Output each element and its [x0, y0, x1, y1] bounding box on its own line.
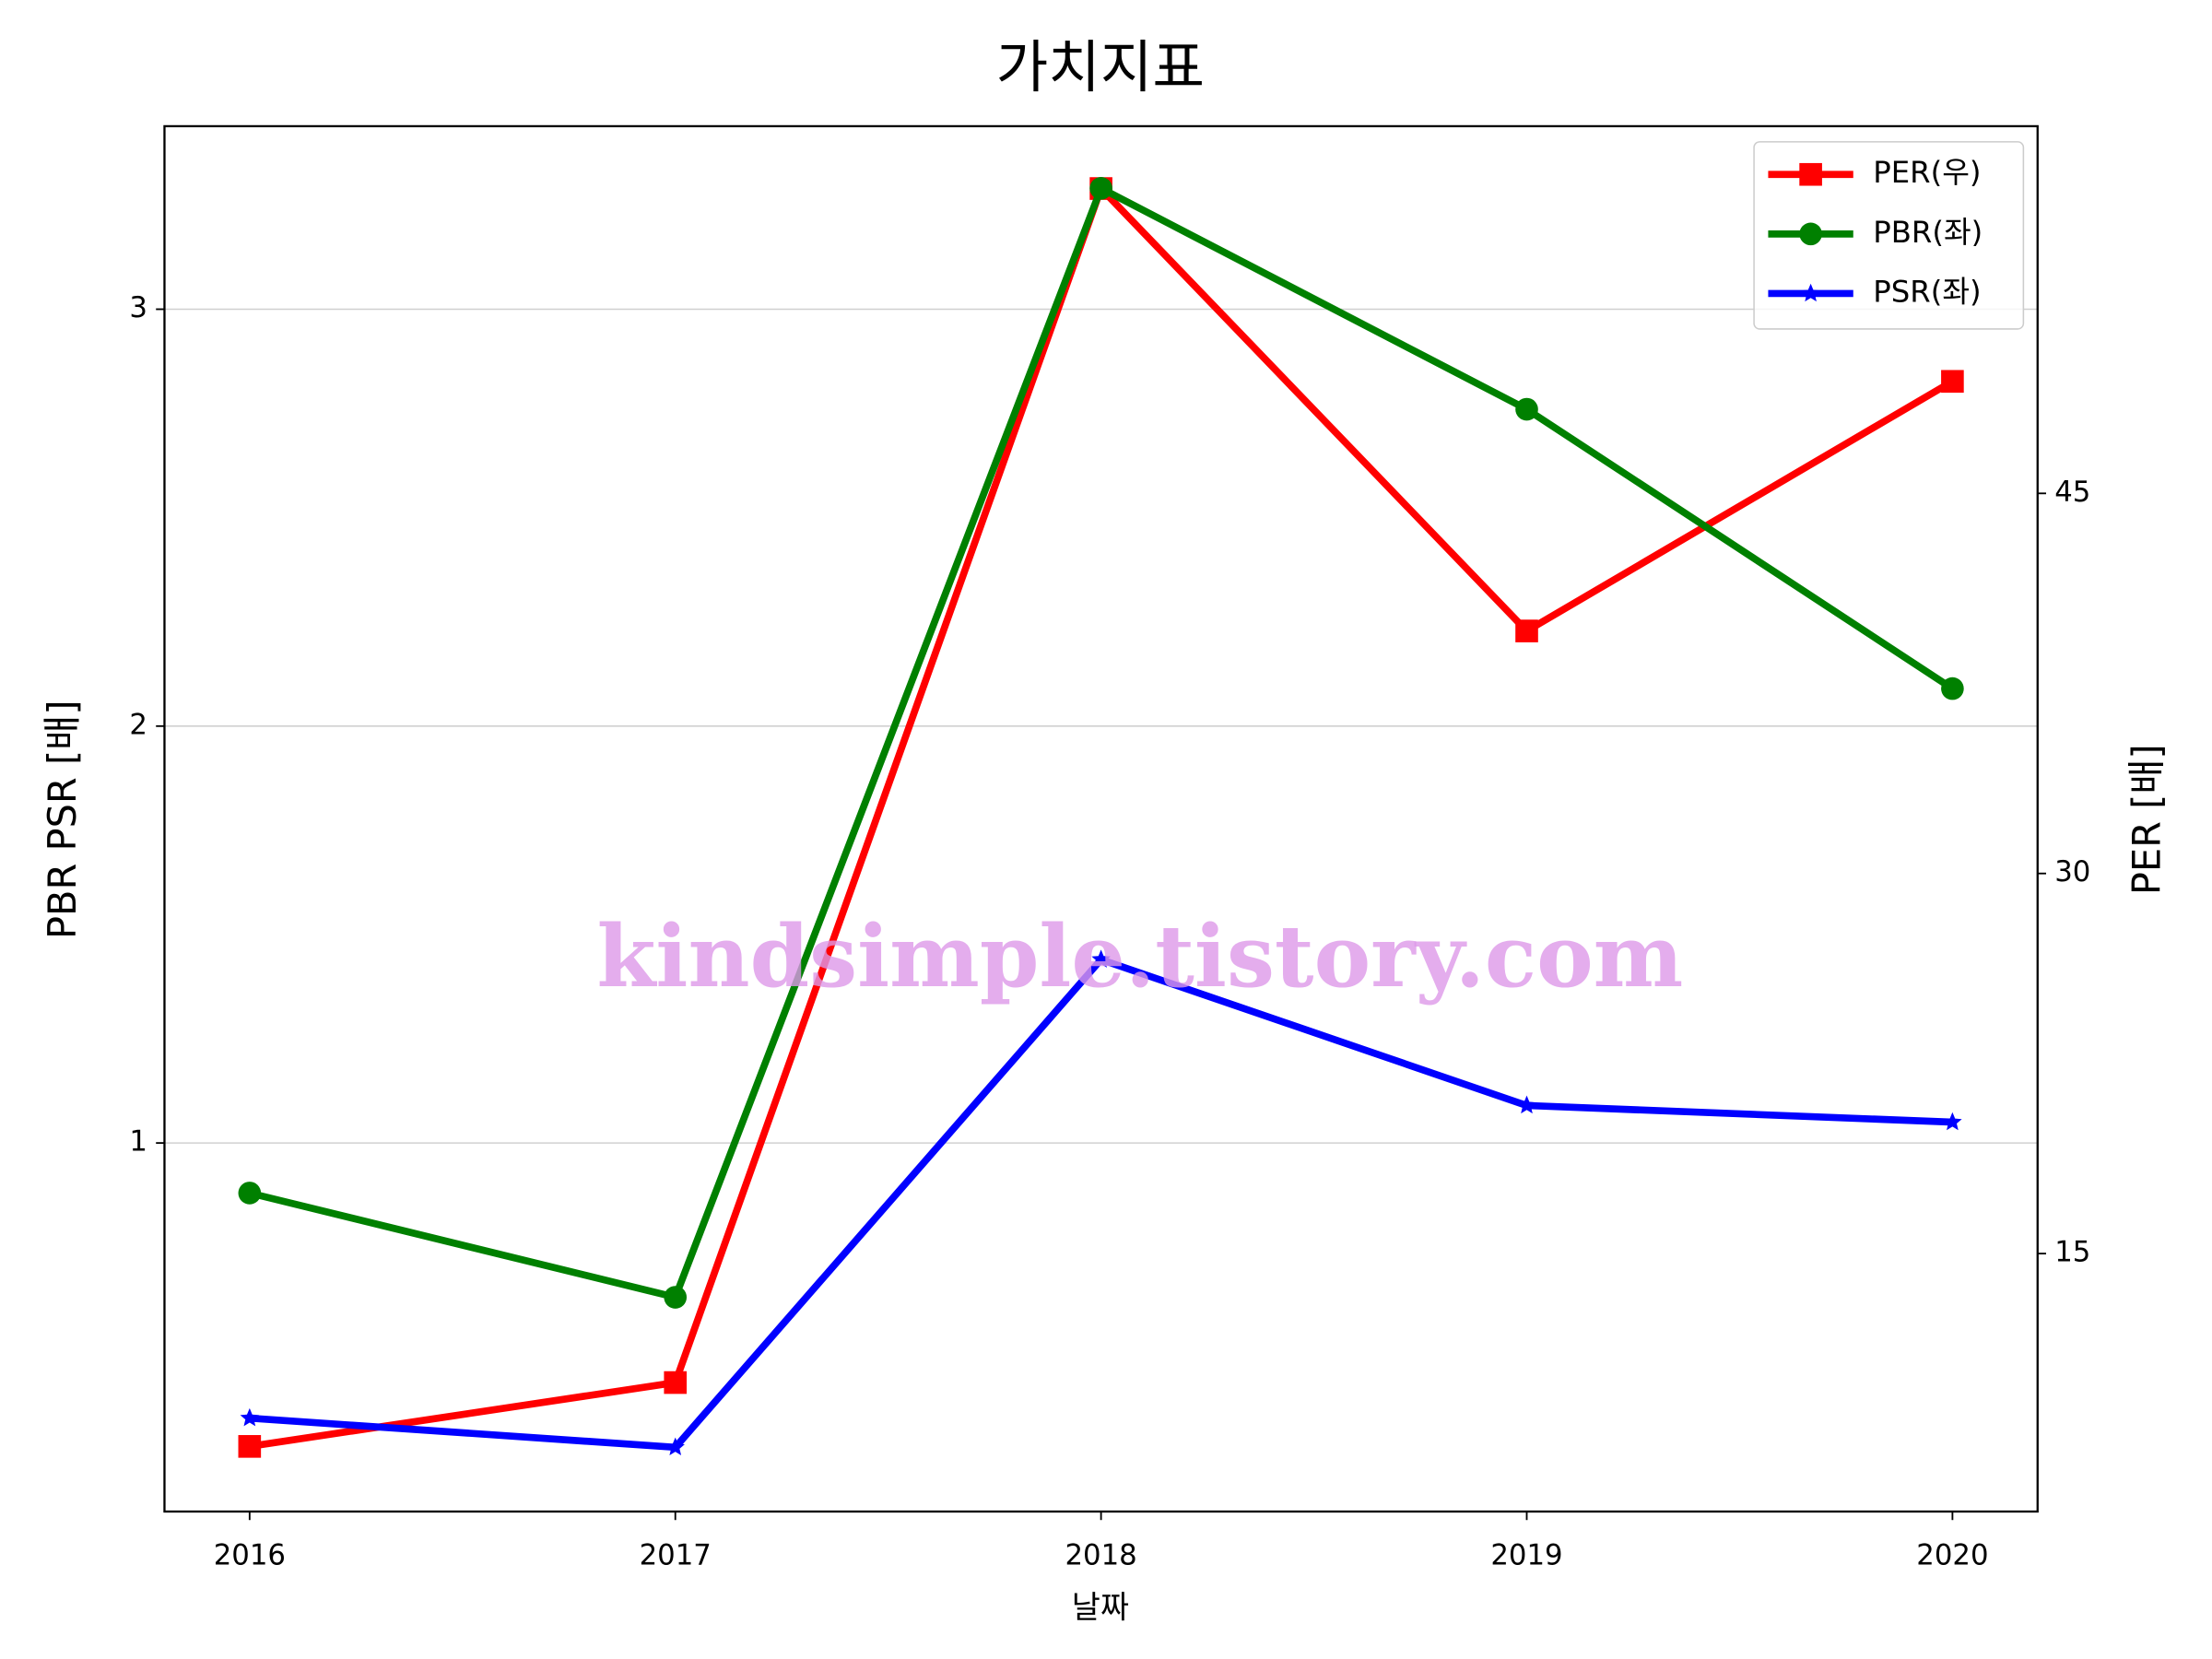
x-tick-label: 2017 — [640, 1539, 712, 1572]
plot-frame — [163, 124, 2039, 1513]
data-point — [1941, 370, 1964, 394]
data-point — [238, 1435, 262, 1458]
data-point — [664, 1286, 688, 1309]
data-point — [1943, 1112, 1962, 1131]
data-point — [664, 1371, 688, 1394]
data-point — [1091, 949, 1111, 968]
data-point — [665, 1437, 685, 1456]
legend-marker — [1799, 222, 1822, 246]
legend-label: PBR(좌) — [1873, 215, 1983, 250]
data-point — [1089, 177, 1112, 200]
data-point — [1515, 619, 1538, 642]
y-tick-label: 1 — [129, 1125, 147, 1159]
y-tick-label: 3 — [129, 291, 147, 324]
y2-tick-label: 15 — [2054, 1236, 2090, 1269]
y2-axis-label: PER [배] — [2124, 744, 2169, 895]
y2-tick-label: 30 — [2054, 855, 2090, 888]
y-axis-label: PBR PSR [배] — [40, 700, 85, 939]
y2-tick-label: 45 — [2054, 476, 2090, 509]
chart-title: 가치지표 — [996, 34, 1205, 100]
data-point — [1515, 397, 1538, 421]
data-point — [1941, 677, 1964, 700]
data-point — [1517, 1095, 1536, 1114]
legend-marker — [1799, 162, 1822, 186]
legend-label: PSR(좌) — [1873, 274, 1981, 309]
data-point — [240, 1407, 260, 1427]
x-tick-label: 2019 — [1490, 1539, 1562, 1572]
legend-marker — [1801, 283, 1820, 302]
x-tick-label: 2016 — [214, 1539, 286, 1572]
legend-label: PER(우) — [1873, 155, 1981, 190]
watermark: kindsimple.tistory.com — [596, 906, 1683, 1006]
x-axis-label: 날짜 — [1072, 1590, 1129, 1626]
data-point — [238, 1182, 262, 1205]
x-tick-label: 2020 — [1916, 1539, 1988, 1572]
y-tick-label: 2 — [129, 708, 147, 741]
legend-box — [1753, 141, 2025, 330]
x-tick-label: 2018 — [1065, 1539, 1136, 1572]
